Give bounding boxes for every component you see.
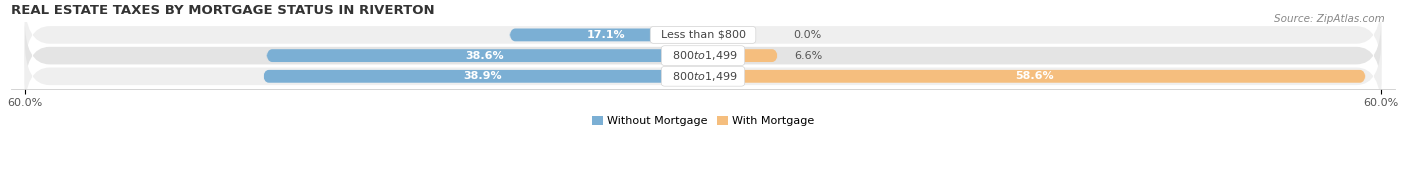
- Text: 0.0%: 0.0%: [793, 30, 821, 40]
- Legend: Without Mortgage, With Mortgage: Without Mortgage, With Mortgage: [588, 112, 818, 131]
- FancyBboxPatch shape: [703, 49, 778, 62]
- Text: $800 to $1,499: $800 to $1,499: [665, 49, 741, 62]
- FancyBboxPatch shape: [263, 70, 703, 83]
- FancyBboxPatch shape: [703, 70, 1365, 83]
- FancyBboxPatch shape: [510, 28, 703, 41]
- FancyBboxPatch shape: [25, 0, 1381, 72]
- Text: $800 to $1,499: $800 to $1,499: [665, 70, 741, 83]
- Text: Source: ZipAtlas.com: Source: ZipAtlas.com: [1274, 14, 1385, 24]
- FancyBboxPatch shape: [25, 19, 1381, 92]
- Text: 58.6%: 58.6%: [1015, 71, 1053, 81]
- Text: 17.1%: 17.1%: [588, 30, 626, 40]
- Text: 38.9%: 38.9%: [464, 71, 502, 81]
- Text: Less than $800: Less than $800: [654, 30, 752, 40]
- FancyBboxPatch shape: [267, 49, 703, 62]
- Text: 38.6%: 38.6%: [465, 51, 505, 61]
- Text: 6.6%: 6.6%: [794, 51, 823, 61]
- FancyBboxPatch shape: [25, 40, 1381, 113]
- Text: REAL ESTATE TAXES BY MORTGAGE STATUS IN RIVERTON: REAL ESTATE TAXES BY MORTGAGE STATUS IN …: [11, 4, 434, 17]
